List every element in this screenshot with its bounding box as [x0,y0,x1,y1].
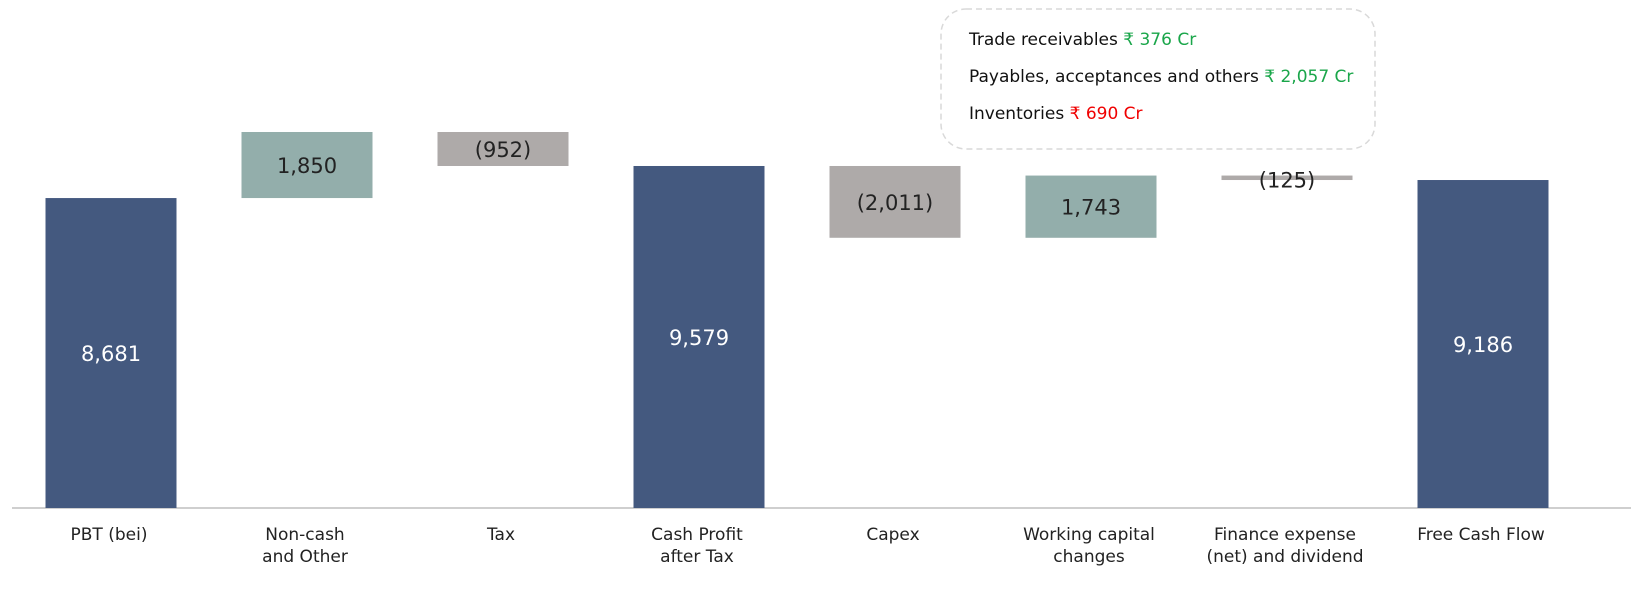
x-tick-label: Finance expense (net) and dividend [1206,525,1363,567]
value-label: 8,681 [81,342,141,366]
annotation-label: Payables, acceptances and others [969,67,1259,87]
bar [1417,180,1549,508]
value-label: (2,011) [857,191,934,215]
x-tick-label: Capex [866,525,919,545]
annotation: Trade receivables ₹ 376 Cr [968,30,1196,50]
bar [241,132,373,199]
annotation-value: ₹ 376 Cr [1123,30,1196,50]
value-label: 1,850 [277,154,337,178]
x-tick-label: Free Cash Flow [1417,525,1545,545]
bar [1025,175,1157,238]
annotation-value: ₹ 690 Cr [1070,104,1143,124]
annotation: Payables, acceptances and others ₹ 2,057… [969,67,1353,87]
annotation: Inventories ₹ 690 Cr [969,104,1143,124]
annotation-label: Inventories [969,104,1064,124]
bar [633,165,765,509]
value-label: 9,186 [1453,333,1513,357]
x-tick-label: Cash Profit after Tax [651,525,743,567]
annotation-value: ₹ 2,057 Cr [1264,67,1353,87]
x-tick-label: Non-cash and Other [262,525,348,567]
x-tick-label: Tax [486,525,515,545]
bar [1221,175,1353,181]
annotation-label: Trade receivables [968,30,1118,50]
value-label: 1,743 [1061,196,1121,220]
bar [437,132,569,166]
value-label: (952) [475,138,531,162]
value-label: (125) [1259,169,1315,193]
bar [45,198,177,508]
bar [829,165,961,238]
annotation-box [940,8,1376,150]
x-tick-label: Working capital changes [1023,525,1155,567]
x-tick-label: PBT (bei) [71,525,148,545]
value-label: 9,579 [669,326,729,350]
